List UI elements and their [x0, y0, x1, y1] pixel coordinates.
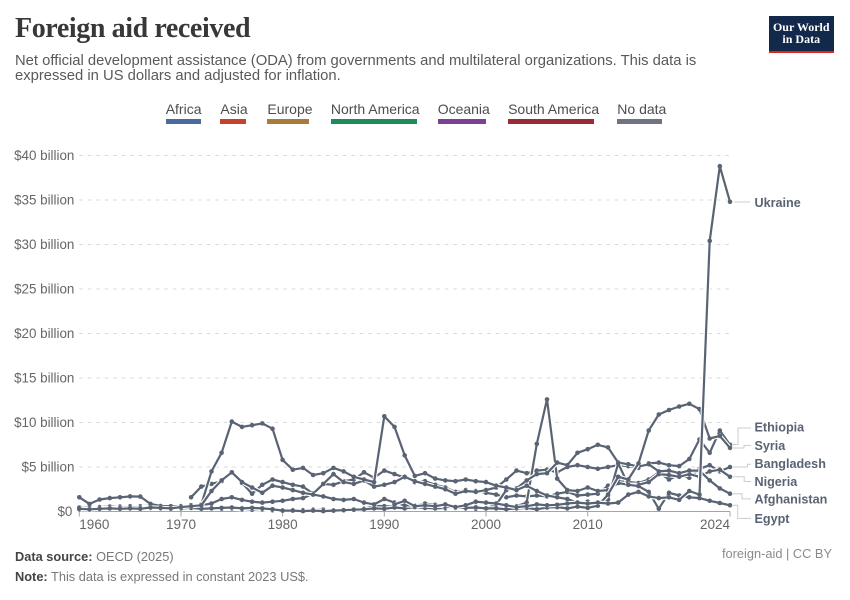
- svg-text:$20 billion: $20 billion: [14, 326, 74, 341]
- svg-text:Ukraine: Ukraine: [755, 196, 801, 210]
- svg-text:Nigeria: Nigeria: [755, 475, 799, 489]
- svg-text:1960: 1960: [79, 517, 109, 532]
- svg-text:2024: 2024: [700, 517, 731, 532]
- svg-text:2010: 2010: [573, 517, 603, 532]
- svg-text:Afghanistan: Afghanistan: [755, 493, 828, 507]
- svg-text:$0: $0: [57, 504, 72, 519]
- svg-text:$5 billion: $5 billion: [22, 460, 75, 475]
- svg-text:$10 billion: $10 billion: [14, 415, 74, 430]
- svg-text:$30 billion: $30 billion: [14, 237, 74, 252]
- svg-text:Bangladesh: Bangladesh: [755, 457, 826, 471]
- svg-text:$25 billion: $25 billion: [14, 282, 74, 297]
- svg-text:Syria: Syria: [755, 439, 787, 453]
- svg-text:Ethiopia: Ethiopia: [755, 420, 806, 434]
- svg-text:$40 billion: $40 billion: [14, 148, 74, 163]
- svg-text:1970: 1970: [166, 517, 196, 532]
- svg-text:Egypt: Egypt: [755, 512, 791, 526]
- svg-text:$35 billion: $35 billion: [14, 193, 74, 208]
- svg-text:$15 billion: $15 billion: [14, 371, 74, 386]
- svg-text:1980: 1980: [268, 517, 298, 532]
- svg-text:1990: 1990: [369, 517, 399, 532]
- svg-text:2000: 2000: [471, 517, 501, 532]
